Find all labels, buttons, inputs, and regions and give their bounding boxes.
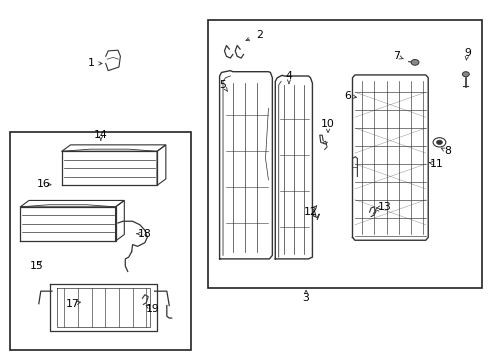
Text: 3: 3: [303, 293, 310, 303]
Text: 7: 7: [393, 51, 400, 61]
Text: 12: 12: [304, 207, 318, 217]
Text: 16: 16: [37, 179, 50, 189]
Text: 17: 17: [66, 299, 80, 309]
Circle shape: [411, 59, 419, 65]
Text: 14: 14: [94, 130, 108, 140]
Text: 5: 5: [220, 80, 226, 90]
Text: 10: 10: [321, 120, 335, 129]
Text: 9: 9: [464, 48, 471, 58]
Bar: [10, 132, 191, 350]
Text: 15: 15: [29, 261, 43, 271]
Text: 13: 13: [377, 202, 391, 212]
Circle shape: [437, 140, 442, 144]
Text: 8: 8: [444, 146, 451, 156]
Text: 4: 4: [286, 71, 293, 81]
Circle shape: [463, 72, 469, 77]
Text: 6: 6: [344, 91, 351, 101]
Text: 19: 19: [146, 304, 159, 314]
Text: 1: 1: [88, 58, 95, 68]
Text: 18: 18: [138, 229, 152, 239]
Text: 2: 2: [256, 30, 263, 40]
Text: 11: 11: [430, 159, 444, 169]
Bar: [208, 21, 482, 288]
